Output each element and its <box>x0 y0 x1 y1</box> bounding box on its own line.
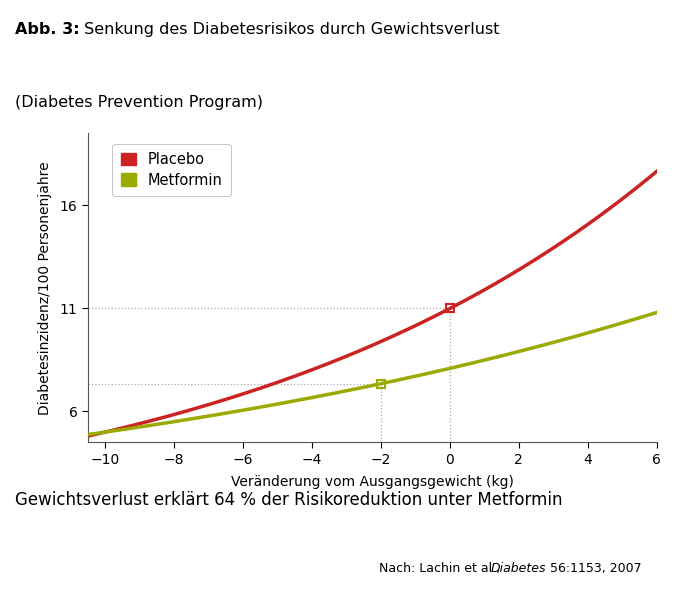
Text: (Diabetes Prevention Program): (Diabetes Prevention Program) <box>15 95 263 110</box>
Text: Diabetes: Diabetes <box>491 562 546 574</box>
Y-axis label: Diabetesinzidenz/100 Personenjahre: Diabetesinzidenz/100 Personenjahre <box>37 161 51 415</box>
Text: Senkung des Diabetesrisikos durch Gewichtsverlust: Senkung des Diabetesrisikos durch Gewich… <box>79 22 500 37</box>
Text: 56:1153, 2007: 56:1153, 2007 <box>546 562 642 574</box>
Text: Gewichtsverlust erklärt 64 % der Risikoreduktion unter Metformin: Gewichtsverlust erklärt 64 % der Risikor… <box>15 491 563 509</box>
Text: Nach: Lachin et al.,: Nach: Lachin et al., <box>379 562 504 574</box>
Legend: Placebo, Metformin: Placebo, Metformin <box>112 144 231 196</box>
Text: Abb. 3:: Abb. 3: <box>15 22 79 37</box>
X-axis label: Veränderung vom Ausgangsgewicht (kg): Veränderung vom Ausgangsgewicht (kg) <box>231 475 514 489</box>
